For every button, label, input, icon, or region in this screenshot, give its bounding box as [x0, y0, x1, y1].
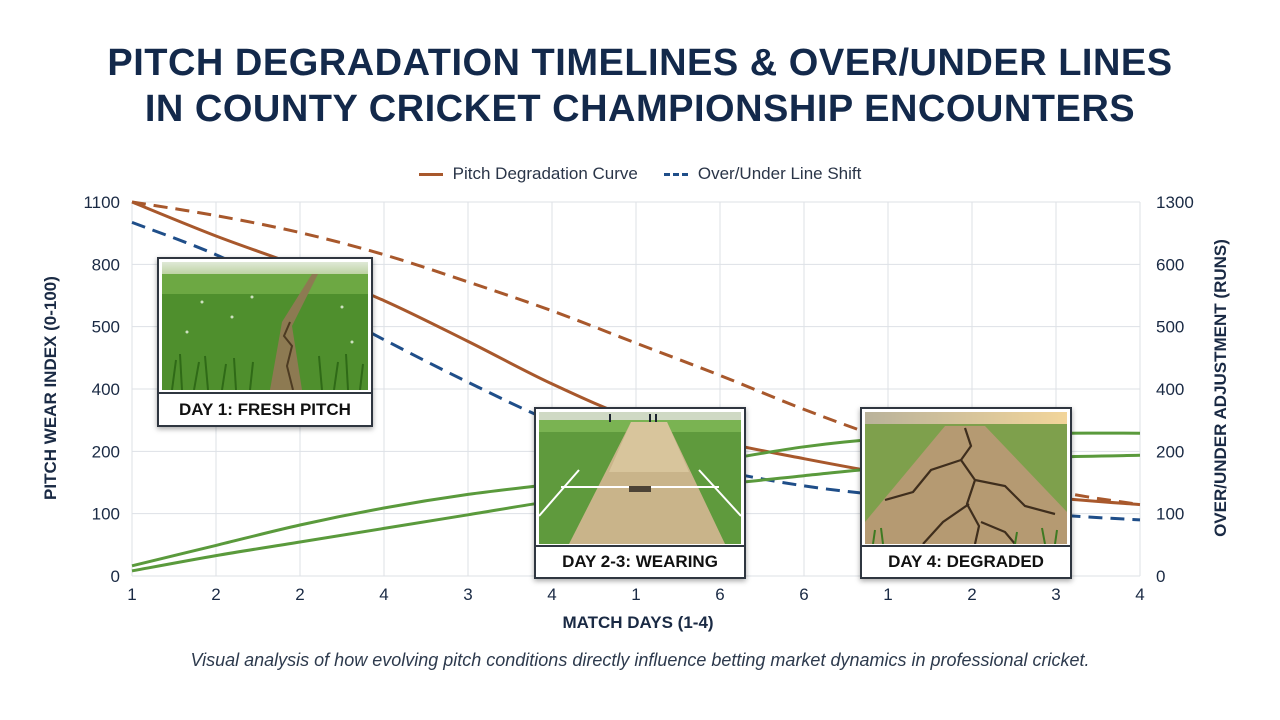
chart-title: PITCH DEGRADATION TIMELINES & OVER/UNDER…: [0, 40, 1280, 132]
y-tick-label-right: 400: [1156, 380, 1184, 399]
legend-label-pitch: Pitch Degradation Curve: [452, 164, 638, 183]
photo-card-day1: DAY 1: FRESH PITCH: [157, 257, 373, 427]
x-tick-label: 3: [463, 585, 472, 604]
cracked-pitch-photo: [865, 412, 1067, 544]
chart-legend: Pitch Degradation Curve Over/Under Line …: [0, 164, 1280, 184]
legend-label-overunder: Over/Under Line Shift: [697, 164, 862, 183]
y-tick-label-right: 200: [1156, 442, 1184, 461]
y-axis-label-right: OVER/UNDER ADJUSTMENT (RUNS): [1211, 239, 1230, 537]
y-tick-label-left: 0: [111, 567, 120, 586]
y-tick-label-left: 200: [92, 442, 120, 461]
photo-card-day4: DAY 4: DEGRADED: [860, 407, 1072, 579]
legend-swatch-overunder: [663, 172, 688, 176]
x-tick-label: 2: [967, 585, 976, 604]
x-tick-label: 3: [1051, 585, 1060, 604]
y-tick-label-right: 100: [1156, 505, 1184, 524]
title-line-2: IN COUNTY CRICKET CHAMPIONSHIP ENCOUNTER…: [144, 88, 1136, 130]
photo-label-day23: DAY 2-3: WEARING: [536, 545, 744, 577]
y-tick-label-left: 100: [92, 505, 120, 524]
x-tick-label: 1: [631, 585, 640, 604]
x-tick-label: 6: [715, 585, 724, 604]
title-line-1: PITCH DEGRADATION TIMELINES & OVER/UNDER…: [107, 42, 1173, 84]
legend-item-pitch: Pitch Degradation Curve: [418, 164, 638, 184]
photo-card-day23: DAY 2-3: WEARING: [534, 407, 746, 579]
y-tick-label-left: 400: [92, 380, 120, 399]
legend-swatch-pitch: [418, 172, 443, 176]
chart-caption: Visual analysis of how evolving pitch co…: [190, 650, 1090, 670]
x-tick-label: 2: [295, 585, 304, 604]
y-axis-label-left: PITCH WEAR INDEX (0-100): [41, 276, 60, 500]
y-tick-label-left: 1100: [83, 193, 120, 212]
x-tick-label: 6: [799, 585, 808, 604]
y-tick-label-right: 500: [1156, 318, 1184, 337]
x-tick-label: 1: [127, 585, 136, 604]
legend-item-overunder: Over/Under Line Shift: [663, 164, 862, 184]
photo-label-day1: DAY 1: FRESH PITCH: [159, 392, 371, 425]
y-tick-label-right: 600: [1156, 255, 1184, 274]
wearing-pitch-photo: [539, 412, 741, 544]
y-tick-label-left: 500: [92, 318, 120, 337]
fresh-grass-pitch-photo: [162, 262, 368, 390]
ticks-layer: 1 2 2 4 3 4 1 6 6 1 2 3 4010020040050080011000100200…: [83, 193, 1193, 604]
x-tick-label: 4: [1135, 585, 1144, 604]
x-tick-label: 2: [211, 585, 220, 604]
photo-label-day4: DAY 4: DEGRADED: [862, 545, 1070, 577]
x-tick-label: 4: [547, 585, 556, 604]
x-tick-label: 1: [883, 585, 892, 604]
x-axis-label: MATCH DAYS (1-4): [562, 613, 713, 632]
y-tick-label-left: 800: [92, 255, 120, 274]
x-tick-label: 4: [379, 585, 388, 604]
y-tick-label-right: 0: [1156, 567, 1165, 586]
y-tick-label-right: 1300: [1156, 193, 1194, 212]
